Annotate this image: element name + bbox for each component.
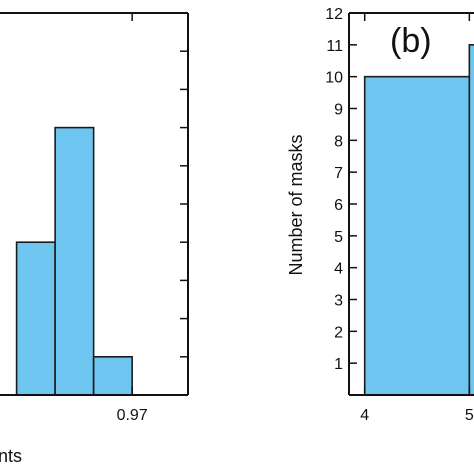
histogram-bar-b-0	[363, 75, 471, 396]
x-axis-title-a: nts	[0, 446, 22, 466]
x-tick-label-b-5: 5	[465, 407, 474, 424]
panel-label-b: (b)	[390, 22, 432, 60]
histogram-bar-a-1	[54, 126, 95, 396]
y-tick-label-b-10: 10	[325, 70, 343, 87]
y-tick-label-b-9: 9	[334, 102, 343, 119]
panel-a: 0.97 nts	[0, 12, 189, 466]
y-axis-title-b: Number of masks	[286, 134, 306, 275]
y-tick-label-b-1: 1	[334, 356, 343, 373]
y-tick-label-b-3: 3	[334, 293, 343, 310]
y-tick-label-b-6: 6	[334, 197, 343, 214]
y-tick-label-b-12: 12	[325, 6, 343, 23]
x-tick-label-b-4: 4	[360, 407, 369, 424]
y-tick-label-b-11: 11	[326, 38, 343, 55]
y-tick-label-b-7: 7	[334, 165, 343, 182]
histogram-bar-a-2	[92, 355, 133, 396]
y-tick-label-b-5: 5	[334, 229, 343, 246]
histogram-bar-a-0	[15, 241, 56, 396]
histogram-bar-b-1	[468, 44, 474, 396]
y-tick-label-b-2: 2	[334, 324, 343, 341]
y-tick-label-b-8: 8	[334, 133, 343, 150]
y-tick-label-b-4: 4	[334, 261, 343, 278]
x-tick-label-a: 0.97	[117, 407, 148, 424]
